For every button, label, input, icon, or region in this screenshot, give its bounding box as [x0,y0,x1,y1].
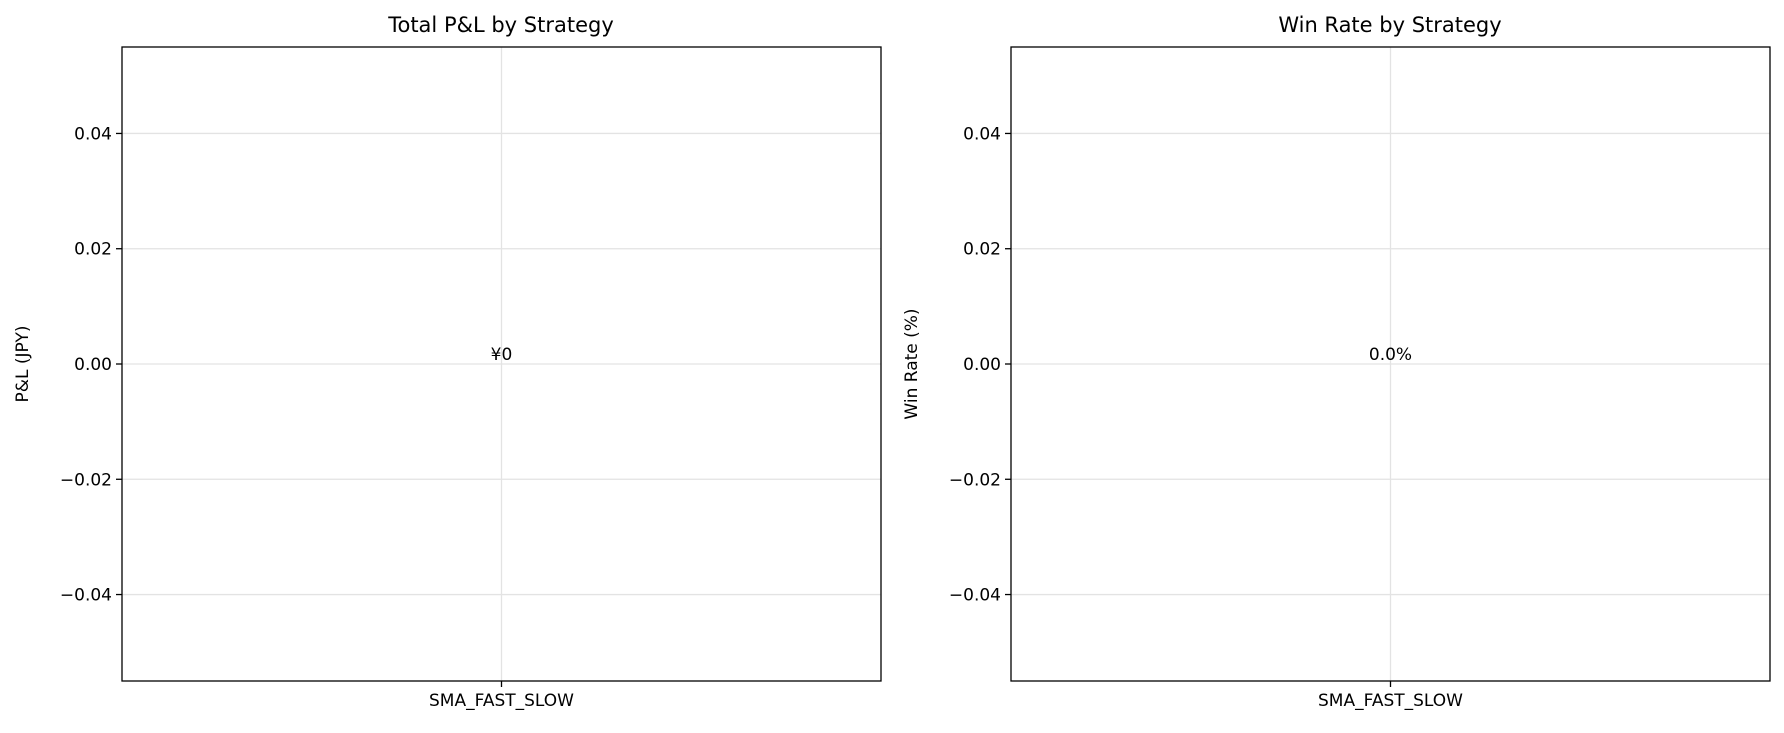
y-tick-label: −0.04 [949,586,1001,606]
chart-title: Win Rate by Strategy [1278,13,1501,37]
chart-title: Total P&L by Strategy [387,13,614,37]
x-tick-label: SMA_FAST_SLOW [429,691,574,711]
y-tick-label: −0.02 [949,470,1001,490]
y-tick-label: −0.04 [60,586,112,606]
bar-value-label: ¥0 [491,345,513,365]
bar-value-label: 0.0% [1369,345,1412,365]
y-tick-label: 0.04 [963,124,1001,144]
pnl-chart: ¥0 −0.04 −0.02 0.00 0.02 0.04 SMA_FAST_SLOW Tot… [13,13,882,711]
win-rate-chart: 0.0% −0.04 −0.02 0.00 0.02 0.04 SMA_FAST_SLOW W… [902,13,1771,711]
y-tick-label: −0.02 [60,470,112,490]
y-tick-label: 0.00 [963,355,1001,375]
y-tick-label: 0.02 [74,240,112,260]
y-tick-label: 0.04 [74,124,112,144]
y-axis-label: P&L (JPY) [13,326,33,403]
y-tick-label: 0.02 [963,240,1001,260]
x-tick-label: SMA_FAST_SLOW [1318,691,1463,711]
y-axis-label: Win Rate (%) [902,308,922,419]
y-tick-label: 0.00 [74,355,112,375]
